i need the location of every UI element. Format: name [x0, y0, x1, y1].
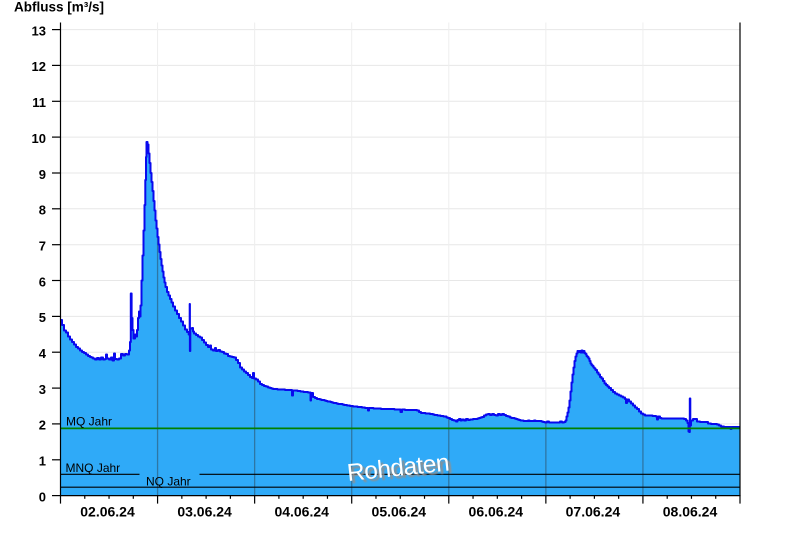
svg-text:8: 8: [39, 203, 46, 218]
svg-text:Abfluss [m³/s]: Abfluss [m³/s]: [14, 0, 104, 15]
svg-text:7: 7: [39, 239, 46, 254]
svg-text:11: 11: [32, 95, 46, 110]
svg-text:5: 5: [39, 310, 46, 325]
svg-text:06.06.24: 06.06.24: [469, 504, 524, 520]
svg-text:12: 12: [32, 59, 46, 74]
svg-text:02.06.24: 02.06.24: [80, 504, 135, 520]
svg-text:4: 4: [39, 346, 47, 361]
svg-text:9: 9: [39, 167, 46, 182]
svg-text:NQ Jahr: NQ Jahr: [146, 475, 191, 489]
svg-text:MQ Jahr: MQ Jahr: [66, 415, 112, 429]
svg-text:0: 0: [39, 489, 46, 504]
svg-text:03.06.24: 03.06.24: [177, 504, 232, 520]
svg-text:6: 6: [39, 274, 46, 289]
svg-text:1: 1: [39, 454, 46, 469]
svg-text:08.06.24: 08.06.24: [663, 504, 718, 520]
svg-text:2: 2: [39, 418, 46, 433]
svg-text:10: 10: [32, 131, 46, 146]
svg-text:13: 13: [32, 23, 46, 38]
svg-text:07.06.24: 07.06.24: [566, 504, 621, 520]
svg-text:04.06.24: 04.06.24: [274, 504, 329, 520]
svg-text:3: 3: [39, 382, 46, 397]
svg-text:MNQ Jahr: MNQ Jahr: [66, 461, 121, 475]
svg-text:05.06.24: 05.06.24: [372, 504, 427, 520]
